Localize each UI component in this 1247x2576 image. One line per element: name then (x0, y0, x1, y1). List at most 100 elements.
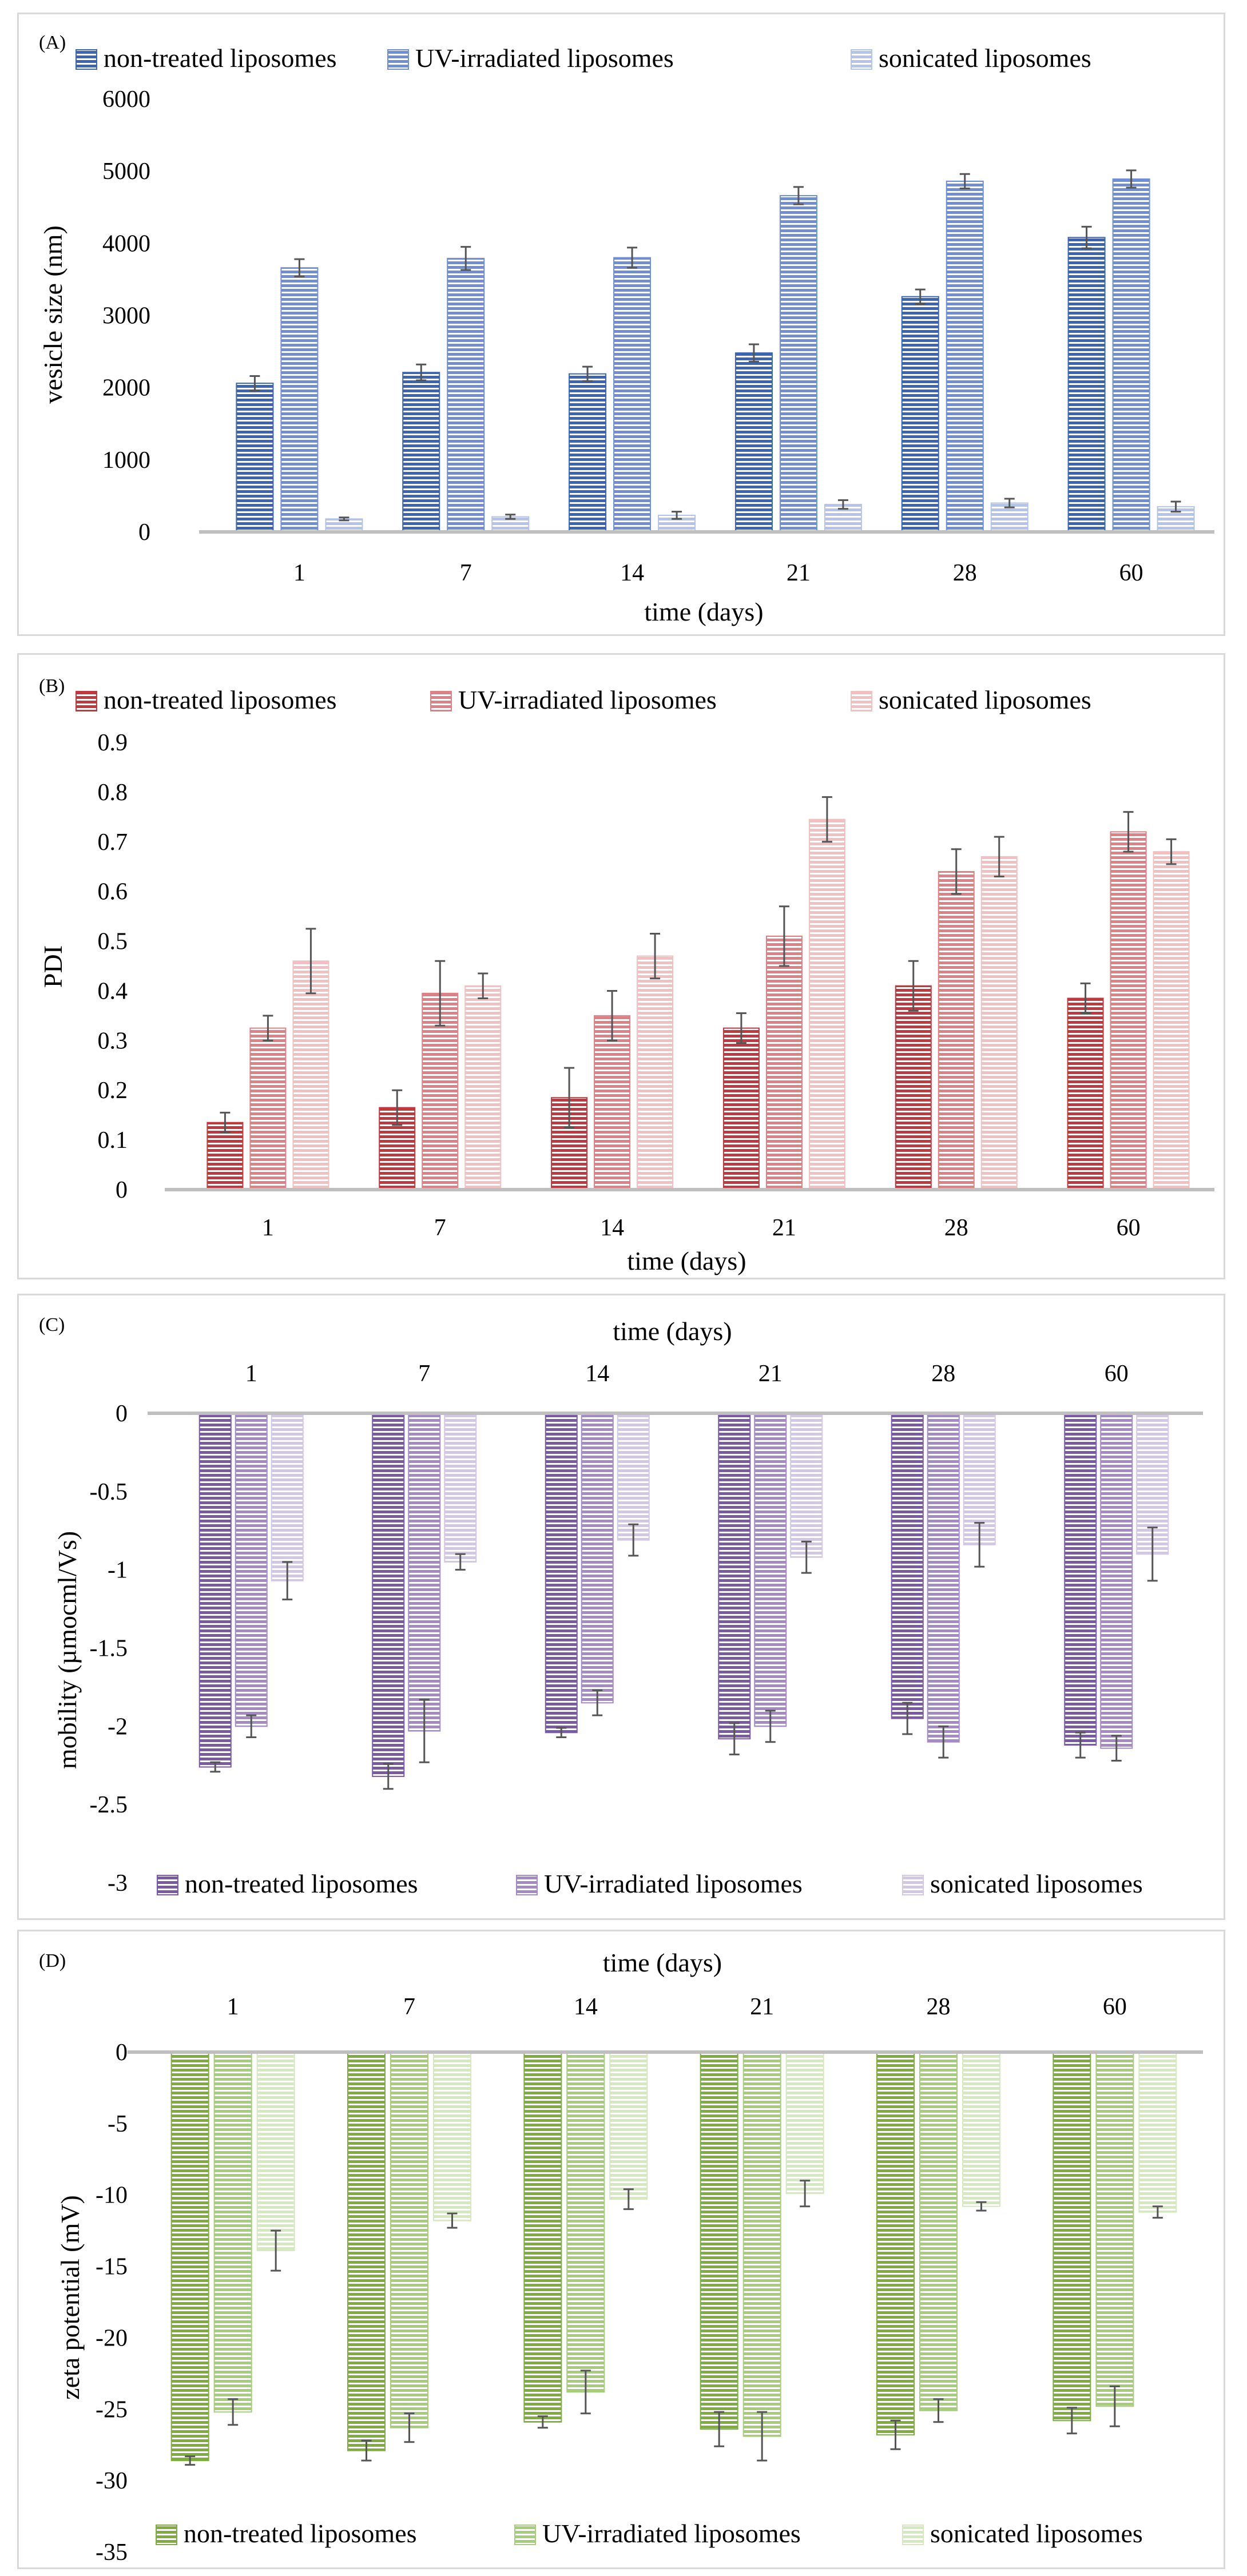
bar-b-series2-cat2 (637, 955, 674, 1190)
error-bar (294, 258, 305, 277)
error-bar (821, 796, 832, 843)
x-tick-label: 60 (1105, 1361, 1129, 1387)
error-bar (282, 1561, 293, 1601)
x-tick-label: 7 (434, 1215, 446, 1241)
legend-swatch (514, 2525, 536, 2545)
bar-c-series2-cat1 (444, 1413, 477, 1563)
x-tick-label: 1 (227, 1994, 239, 2020)
bar-a-series0-cat0 (236, 383, 274, 532)
legend-label: UV-irradiated liposomes (544, 1869, 803, 1898)
error-bar (392, 1089, 403, 1126)
x-tick-label: 28 (931, 1361, 955, 1387)
bar-d-series0-cat3 (700, 2052, 738, 2430)
legend-swatch (76, 49, 97, 70)
y-tick-label: -1.5 (90, 1636, 128, 1662)
error-bar (249, 375, 260, 392)
bar-b-series2-cat1 (464, 985, 502, 1190)
panel-a: (A) 0 1000 2000 3000 4000 5000 6000 1 7 14 21 28 60 ti… (17, 13, 1225, 636)
bar-a-series0-cat3 (734, 352, 773, 533)
x-tick-label: 21 (772, 1215, 796, 1241)
bar-b-series0-cat4 (895, 985, 932, 1190)
y-tick-label: 1000 (102, 447, 150, 474)
x-tick-label: 14 (600, 1215, 624, 1241)
bar-d-series1-cat0 (213, 2052, 252, 2413)
y-tick-label: 0.2 (98, 1078, 128, 1104)
legend-swatch (387, 49, 409, 70)
y-tick-label: 0.1 (98, 1127, 128, 1154)
y-tick-label: -25 (96, 2396, 128, 2423)
bar-c-series0-cat1 (372, 1413, 405, 1777)
x-tick-label: 14 (620, 560, 644, 586)
bar-a-series1-cat0 (280, 267, 319, 532)
bar-c-series1-cat2 (581, 1413, 614, 1704)
y-tick-label: -30 (96, 2468, 128, 2494)
error-bar (890, 2419, 901, 2450)
bar-b-series1-cat4 (938, 870, 975, 1190)
error-bar (933, 2398, 944, 2423)
y-tick-label: 6000 (102, 86, 150, 113)
bar-c-series1-cat5 (1100, 1413, 1133, 1749)
error-bar (580, 2370, 591, 2415)
x-tick-label: 21 (758, 1361, 783, 1387)
legend-label: non-treated liposomes (104, 43, 337, 73)
y-tick-label: -5 (108, 2111, 128, 2137)
error-bar (455, 1553, 466, 1571)
x-tick-label: 1 (245, 1361, 257, 1387)
bar-d-series1-cat1 (390, 2052, 428, 2428)
error-bar (1109, 2385, 1120, 2427)
bar-a-series1-cat5 (1112, 178, 1150, 533)
bar-a-series1-cat2 (613, 257, 652, 532)
bar-b-series0-cat5 (1067, 997, 1104, 1190)
bar-a-series0-cat2 (569, 373, 607, 532)
y-tick-label: 0.4 (98, 978, 128, 1004)
error-bar (623, 2188, 634, 2211)
legend-swatch (902, 2525, 924, 2545)
error-bar (478, 972, 489, 999)
error-bar (1126, 169, 1137, 189)
panel-c: (C) 0 -0.5 -1 -1.5 -2 -2.5 -3 1 7 14 21 28 60 time (da… (17, 1294, 1225, 1920)
legend-swatch (76, 691, 97, 711)
y-tick-label: 0 (138, 519, 150, 546)
x-axis-label: time (days) (613, 1317, 732, 1346)
x-tick-label: 7 (418, 1361, 430, 1387)
y-tick-label: 4000 (102, 230, 150, 257)
error-bar (263, 1015, 273, 1041)
error-bar (246, 1714, 257, 1738)
error-bar (1004, 498, 1015, 508)
y-tick-label: 0.3 (98, 1028, 128, 1054)
error-bar (404, 2412, 415, 2443)
legend-label: UV-irradiated liposomes (542, 2519, 801, 2548)
y-tick-label: -2 (108, 1714, 128, 1740)
error-bar (779, 905, 789, 967)
x-tick-label: 21 (787, 560, 811, 586)
bar-c-series1-cat3 (754, 1413, 787, 1727)
x-tick-label: 60 (1117, 1215, 1141, 1241)
legend-swatch (851, 49, 872, 70)
y-tick-label: -0.5 (90, 1479, 128, 1505)
y-tick-label: 0 (116, 2040, 128, 2066)
x-axis-label: time (days) (627, 1246, 746, 1275)
panel-label: (B) (39, 675, 65, 697)
error-bar (801, 1540, 812, 1574)
error-bar (650, 933, 661, 980)
y-tick-label: -20 (96, 2325, 128, 2351)
y-tick-label: 0.8 (98, 780, 128, 806)
error-bar (757, 2411, 768, 2462)
error-bar (305, 928, 316, 995)
bar-b-series1-cat0 (249, 1027, 287, 1190)
error-bar (1166, 838, 1177, 865)
error-bar (1066, 2407, 1077, 2435)
legend-label: non-treated liposomes (104, 685, 337, 714)
error-bar (938, 1725, 949, 1759)
bar-c-series2-cat2 (617, 1413, 650, 1541)
legend-swatch (430, 691, 452, 711)
error-bar (714, 2411, 725, 2447)
panel-label: (A) (39, 32, 66, 53)
bar-a-series0-cat4 (901, 296, 939, 532)
bar-b-series2-cat3 (808, 818, 845, 1190)
panel-b: (B) 0 0.1 0.2 0.3 0.4 0.5 0.6 0.7 0.8 0.9 1 7 14 21 28 6… (17, 653, 1225, 1279)
panel-d: (D) 0 -5 -10 -15 -20 -25 -30 -35 1 7 14 21 28 60 time (… (17, 1930, 1225, 2569)
error-bar (994, 836, 1004, 878)
bar-d-series1-cat2 (566, 2052, 605, 2393)
bar-d-series0-cat0 (170, 2052, 209, 2462)
